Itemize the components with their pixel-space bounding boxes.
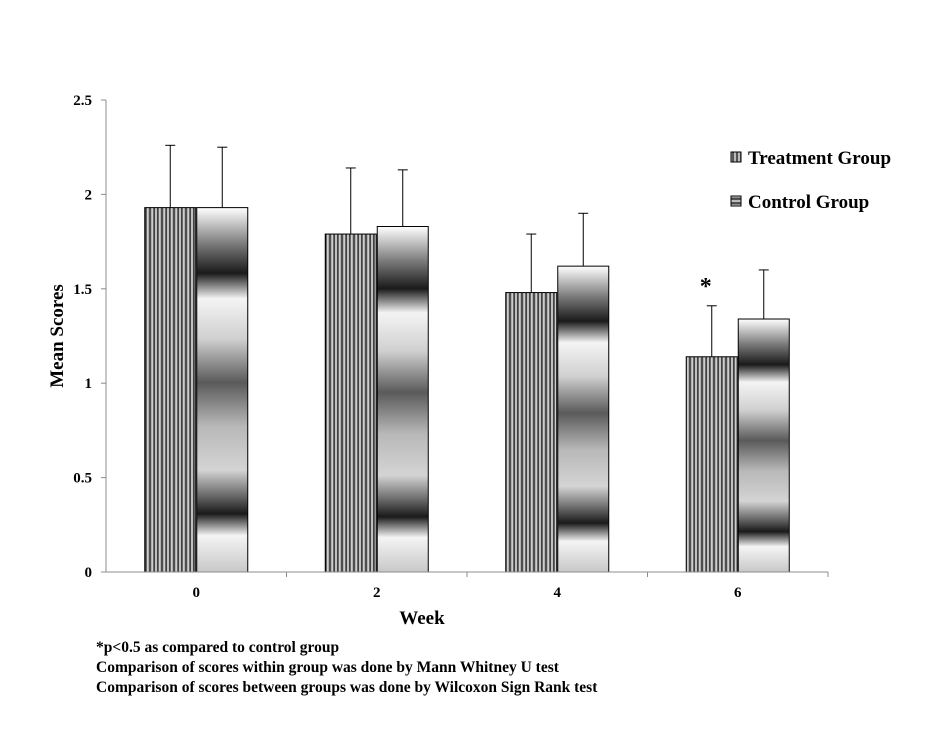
x-tick-label: 4	[554, 585, 562, 601]
bar-chart: 0 0.5 1 1.5 2 2.5 0 2 4 6 * Mean Scores Week Tre…	[47, 93, 891, 629]
legend-swatch-control	[730, 195, 742, 207]
bar-treatment-week-0	[144, 207, 197, 573]
legend: Treatment Group Control Group	[730, 148, 891, 213]
y-tick-label: 0	[85, 565, 93, 581]
significance-marker: *	[700, 274, 712, 300]
x-tick-label: 0	[193, 585, 201, 601]
x-tick-label: 2	[373, 585, 381, 601]
footnote-within-group-test: Comparison of scores within group was do…	[96, 659, 559, 676]
bar-control-week-0	[196, 207, 249, 573]
bar-treatment-week-4	[505, 292, 558, 573]
footnote-between-groups-test: Comparison of scores between groups was …	[96, 679, 598, 696]
legend-swatch-treatment	[730, 151, 742, 163]
x-axis-ticks: 0 2 4 6	[193, 572, 829, 601]
footnotes: *p<0.5 as compared to control group Comp…	[96, 638, 597, 698]
y-axis-title: Mean Scores	[47, 284, 68, 388]
bar-control-week-6	[737, 318, 790, 573]
bar-control-week-4	[557, 265, 610, 573]
legend-label-treatment: Treatment Group	[748, 148, 891, 169]
bar-treatment-week-6	[685, 356, 738, 573]
x-tick-label: 6	[734, 585, 742, 601]
y-axis-ticks: 0 0.5 1 1.5 2 2.5	[73, 93, 106, 581]
footnote-significance: *p<0.5 as compared to control group	[96, 639, 340, 656]
y-tick-label: 1.5	[73, 282, 92, 298]
bars-group	[144, 207, 790, 573]
y-tick-label: 0.5	[73, 471, 92, 487]
y-tick-label: 2.5	[73, 93, 92, 109]
error-bars-group	[165, 144, 769, 357]
annotations: *	[700, 274, 712, 300]
y-tick-label: 1	[85, 376, 93, 392]
bar-treatment-week-2	[324, 233, 377, 573]
x-axis-title: Week	[399, 608, 445, 629]
y-tick-label: 2	[85, 187, 93, 203]
bar-control-week-2	[376, 225, 429, 573]
legend-label-control: Control Group	[748, 192, 869, 213]
